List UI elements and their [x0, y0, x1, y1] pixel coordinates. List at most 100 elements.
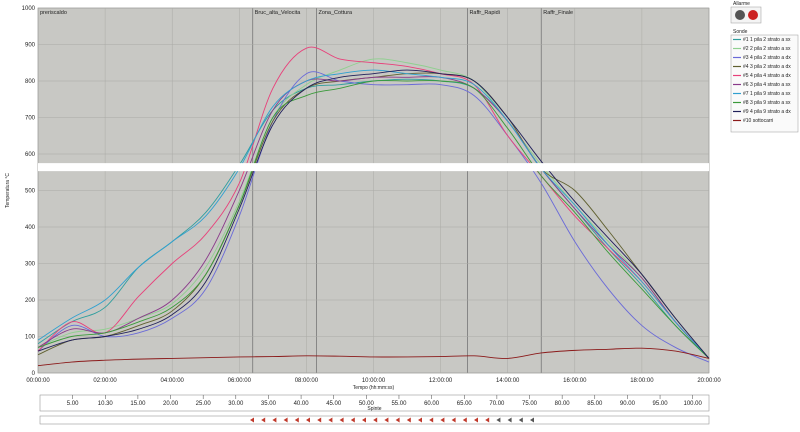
y-tick-label: 200 — [25, 298, 36, 304]
spinte-tick-label: 15.00 — [130, 401, 146, 407]
x-tick-label: 06:00:00 — [228, 378, 252, 384]
event-marker-icon[interactable] — [250, 417, 254, 423]
event-marker-icon[interactable] — [317, 417, 322, 423]
event-marker-icon[interactable] — [373, 417, 378, 423]
event-marker-icon[interactable] — [294, 417, 299, 423]
alarm-panel: Allarme — [730, 1, 762, 24]
x-tick-label: 20:00:00 — [697, 378, 721, 384]
event-marker-icon[interactable] — [328, 417, 333, 423]
series-line[interactable] — [37, 69, 710, 359]
series-line[interactable] — [37, 71, 710, 363]
spinte-label: Spinte — [367, 406, 381, 412]
alarm-led-off-icon[interactable] — [735, 10, 745, 20]
legend-item[interactable]: #10 sottocarri — [743, 118, 773, 124]
spinte-tick-label: 60.00 — [424, 401, 440, 407]
event-marker-icon[interactable] — [451, 417, 456, 423]
phase-label: Raffr_Finale — [543, 10, 573, 16]
y-axis: 0 100 200 300 400 500 600 700 800 900 1000 — [22, 6, 36, 377]
spinte-tick-label: 10.30 — [98, 401, 114, 407]
legend-item[interactable]: #9 4 pila 9 strato a dx — [743, 109, 791, 115]
legend-item[interactable]: #1 1 pila 2 strato a sx — [743, 37, 791, 43]
event-marker-icon[interactable] — [395, 417, 400, 423]
spinte-tick-label: 50.00 — [359, 401, 375, 407]
event-marker-icon[interactable] — [350, 417, 355, 423]
y-tick-label: 900 — [25, 43, 36, 49]
series-line[interactable] — [37, 76, 710, 359]
spinte-tick-label: 75.00 — [522, 401, 538, 407]
series-line[interactable] — [37, 58, 710, 359]
y-tick-label: 1000 — [22, 6, 36, 12]
event-marker-icon[interactable] — [283, 417, 288, 423]
legend: Sonde #1 1 pila 2 strato a sx #2 2 pila 2… — [730, 29, 799, 133]
white-band — [38, 163, 709, 172]
y-axis-label: Temperatura °C — [5, 173, 11, 208]
event-marker-icon[interactable] — [384, 417, 389, 423]
spinte-tick-label: 85.00 — [587, 401, 603, 407]
event-marker-icon[interactable] — [261, 417, 266, 423]
event-marker-icon[interactable] — [474, 417, 478, 423]
event-marker-icon[interactable] — [339, 417, 344, 423]
event-marker-icon[interactable] — [518, 417, 523, 423]
legend-item[interactable]: #3 4 pila 2 strato a dx — [743, 55, 791, 61]
x-tick-label: 14:00:00 — [496, 378, 520, 384]
alarm-title: Allarme — [733, 1, 750, 7]
x-axis-label: Tempo (hh:mm:ss) — [353, 385, 395, 391]
phase-label: Raffr_Rapidi — [469, 10, 499, 16]
legend-item[interactable]: #8 3 pila 9 strato a sx — [743, 100, 791, 106]
legend-item[interactable]: #2 2 pila 2 strato a sx — [743, 46, 791, 52]
event-markers — [250, 417, 534, 423]
legend-item[interactable]: #5 4 pila 4 strato a dx — [743, 73, 791, 79]
spinte-tick-label: 5.00 — [67, 401, 79, 407]
y-tick-label: 500 — [25, 189, 36, 195]
spinte-tick-label: 35.00 — [261, 401, 277, 407]
x-tick-label: 18:00:00 — [630, 378, 654, 384]
x-tick-label: 08:00:00 — [295, 378, 319, 384]
phase-label: preriscaldo — [40, 10, 67, 16]
spinte-tick-label: 95.00 — [653, 401, 669, 407]
spinte-tick-label: 65.00 — [457, 401, 473, 407]
phase-label: Zona_Cottura — [318, 10, 353, 16]
spinte-axis: 5.00 10.30 15.00 20.00 25.00 30.00 35.00 40.00 4… — [67, 395, 703, 407]
series — [37, 46, 710, 367]
event-marker-icon[interactable] — [306, 417, 310, 423]
series-line[interactable] — [37, 347, 710, 367]
event-marker-icon[interactable] — [362, 417, 366, 423]
legend-item[interactable]: #6 3 pila 4 strato a sx — [743, 82, 791, 88]
event-marker-icon[interactable] — [272, 417, 277, 423]
y-tick-label: 0 — [32, 371, 36, 377]
event-marker-icon[interactable] — [507, 417, 512, 423]
event-marker-icon[interactable] — [406, 417, 411, 423]
spinte-tick-label: 40.00 — [294, 401, 310, 407]
spinte-axis-box — [39, 394, 710, 412]
spinte-tick-label: 55.00 — [391, 401, 407, 407]
legend-title: Sonde — [733, 29, 748, 35]
event-marker-icon[interactable] — [440, 417, 445, 423]
event-marker-icon[interactable] — [462, 417, 467, 423]
event-marker-icon[interactable] — [496, 417, 501, 423]
event-marker-icon[interactable] — [418, 417, 422, 423]
y-tick-label: 300 — [25, 262, 36, 268]
x-tick-label: 00:00:00 — [26, 378, 50, 384]
series-line[interactable] — [37, 69, 710, 359]
event-marker-icon[interactable] — [485, 417, 490, 423]
legend-box — [730, 34, 799, 133]
x-tick-label: 04:00:00 — [161, 378, 185, 384]
alarm-led-on-icon[interactable] — [748, 10, 758, 20]
x-tick-label: 10:00:00 — [362, 378, 386, 384]
y-tick-label: 600 — [25, 152, 36, 158]
event-marker-icon[interactable] — [530, 417, 534, 423]
x-tick-label: 12:00:00 — [429, 378, 453, 384]
x-axis: 00:00:00 02:00:00 04:00:00 06:00:00 08:00:00… — [26, 378, 721, 384]
legend-item[interactable]: #4 3 pila 2 strato a dx — [743, 64, 791, 70]
legend-item[interactable]: #7 1 pila 9 strato a sx — [743, 91, 791, 97]
series-line[interactable] — [37, 46, 710, 359]
spinte-tick-label: 45.00 — [326, 401, 342, 407]
phase-label: Bruc_alta_Velocita — [255, 10, 301, 16]
event-marker-icon[interactable] — [429, 417, 434, 423]
spinte-tick-label: 20.00 — [163, 401, 179, 407]
series-line[interactable] — [37, 80, 710, 359]
y-tick-label: 800 — [25, 79, 36, 85]
spinte-tick-label: 80.00 — [555, 401, 571, 407]
